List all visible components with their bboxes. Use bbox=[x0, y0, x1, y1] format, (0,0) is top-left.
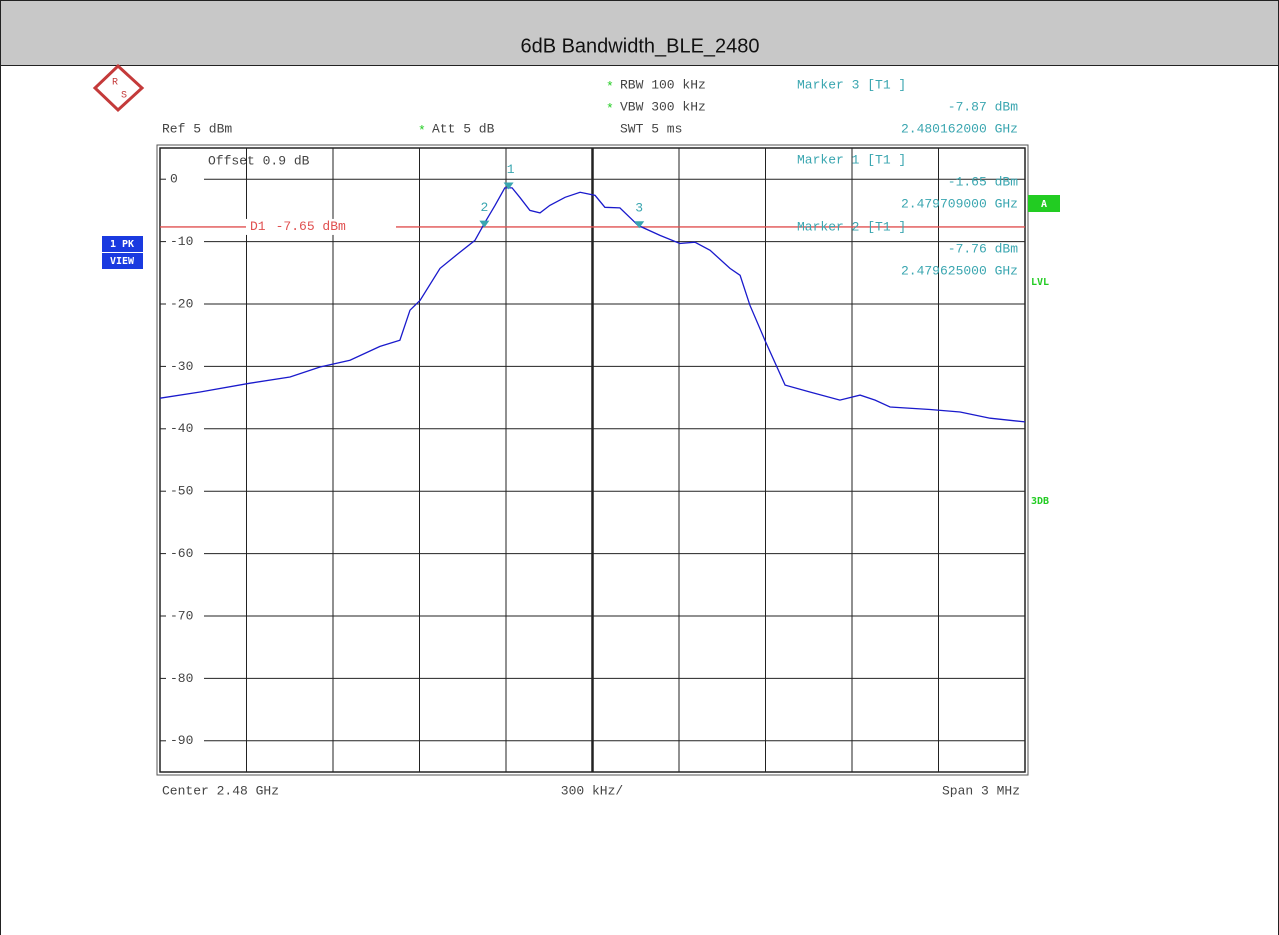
marker-number: 1 bbox=[507, 162, 515, 177]
display-line-label: D1 -7.65 dBm bbox=[250, 219, 346, 234]
span: Span 3 MHz bbox=[942, 783, 1020, 798]
y-tick-label: -40 bbox=[170, 421, 193, 436]
y-tick-label: -70 bbox=[170, 608, 193, 623]
setting: VBW 300 kHz bbox=[620, 99, 706, 114]
side-label: A bbox=[1041, 199, 1047, 210]
side-label: 1 PK bbox=[110, 239, 134, 250]
side-label: LVL bbox=[1031, 277, 1049, 288]
marker-label: Marker 2 [T1 ] bbox=[797, 219, 906, 234]
att-flag: * bbox=[418, 123, 426, 138]
display-line-label-bg bbox=[246, 218, 396, 235]
offset: Offset 0.9 dB bbox=[208, 153, 310, 168]
marker-frequency: 2.479709000 GHz bbox=[901, 196, 1018, 211]
side-label: VIEW bbox=[110, 256, 135, 267]
center-frequency: Center 2.48 GHz bbox=[162, 783, 279, 798]
setting: RBW 100 kHz bbox=[620, 77, 706, 92]
y-tick-label: -30 bbox=[170, 359, 193, 374]
marker-label: Marker 3 [T1 ] bbox=[797, 77, 906, 92]
division: 300 kHz/ bbox=[561, 783, 624, 798]
ref-level: Ref 5 dBm bbox=[162, 121, 232, 136]
y-tick-label: -60 bbox=[170, 546, 193, 561]
marker-number: 3 bbox=[635, 201, 643, 216]
display-line-value: -7.65 dBm bbox=[276, 219, 346, 234]
logo-letter: S bbox=[121, 91, 127, 102]
marker-label: Marker 1 [T1 ] bbox=[797, 152, 906, 167]
marker-frequency: 2.479625000 GHz bbox=[901, 263, 1018, 278]
side-box bbox=[102, 236, 143, 252]
trace bbox=[159, 187, 1026, 423]
marker bbox=[479, 220, 490, 228]
plot-frame bbox=[156, 144, 1029, 776]
title: 6dB Bandwidth_BLE_2480 bbox=[520, 35, 759, 57]
y-tick-label: 0 bbox=[170, 172, 178, 187]
logo: R S bbox=[92, 63, 145, 113]
marker-number: 2 bbox=[480, 200, 488, 215]
y-tick-label: -20 bbox=[170, 296, 193, 311]
setting-flag: * bbox=[606, 79, 614, 94]
display-line-name: D1 bbox=[250, 219, 266, 234]
side-box bbox=[102, 253, 143, 269]
logo-diamond bbox=[92, 63, 145, 113]
side-label: 3DB bbox=[1031, 496, 1049, 507]
marker-value: -1.65 dBm bbox=[948, 174, 1018, 189]
marker bbox=[634, 221, 645, 229]
marker bbox=[503, 182, 514, 190]
logo-letter: R bbox=[112, 78, 118, 89]
attenuation: Att 5 dB bbox=[432, 121, 495, 136]
y-tick-label: -80 bbox=[170, 671, 193, 686]
side-box bbox=[1028, 195, 1060, 212]
y-tick-label: -90 bbox=[170, 733, 193, 748]
marker-value: -7.87 dBm bbox=[948, 99, 1018, 114]
setting: SWT 5 ms bbox=[620, 121, 682, 136]
title-bar bbox=[0, 0, 1279, 66]
y-tick-label: -10 bbox=[170, 234, 193, 249]
y-tick-label: -50 bbox=[170, 484, 193, 499]
marker-value: -7.76 dBm bbox=[948, 241, 1018, 256]
setting-flag: * bbox=[606, 101, 614, 116]
marker-frequency: 2.480162000 GHz bbox=[901, 121, 1018, 136]
